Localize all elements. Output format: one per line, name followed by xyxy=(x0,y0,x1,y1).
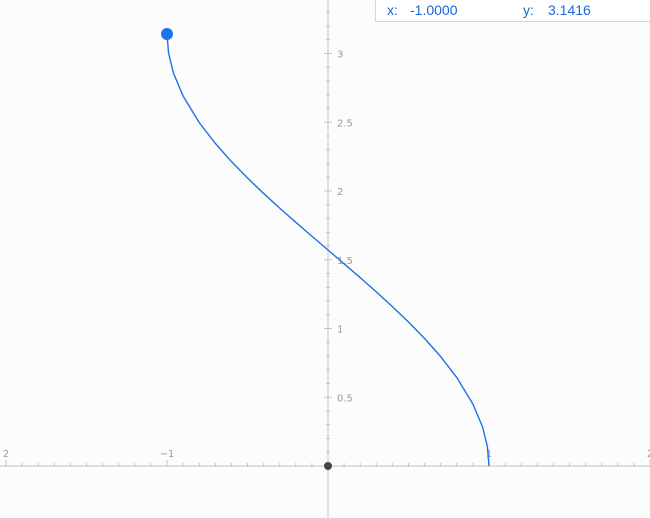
y-tick-label: 0.5 xyxy=(337,393,353,404)
y-tick-label: 1.5 xyxy=(337,256,353,267)
points xyxy=(161,28,332,470)
x-tick-label: 2 xyxy=(3,449,9,460)
x-tick-label: −1 xyxy=(160,449,175,460)
x-tick-label: 2 xyxy=(647,449,650,460)
y-tick-label: 2 xyxy=(337,187,343,198)
x-tick-label: 1 xyxy=(486,449,492,460)
y-tick-label: 1 xyxy=(337,325,343,336)
readout-x-label: x: xyxy=(387,2,398,18)
tick-labels: 2 −1 1 2 0.5 1 1.5 2 2.5 3 xyxy=(3,50,650,461)
y-tick-label: 2.5 xyxy=(337,118,353,129)
y-tick-label: 3 xyxy=(337,50,343,61)
series-line xyxy=(166,33,490,467)
curves xyxy=(166,33,490,467)
coordinate-readout: x: -1.0000 y: 3.1416 xyxy=(375,0,650,22)
origin-point xyxy=(324,462,332,470)
highlight-point xyxy=(161,28,173,41)
readout-y-label: y: xyxy=(523,2,534,18)
tick-marks xyxy=(5,11,650,467)
readout-y-value: 3.1416 xyxy=(548,2,591,18)
readout-x-value: -1.0000 xyxy=(410,2,458,18)
